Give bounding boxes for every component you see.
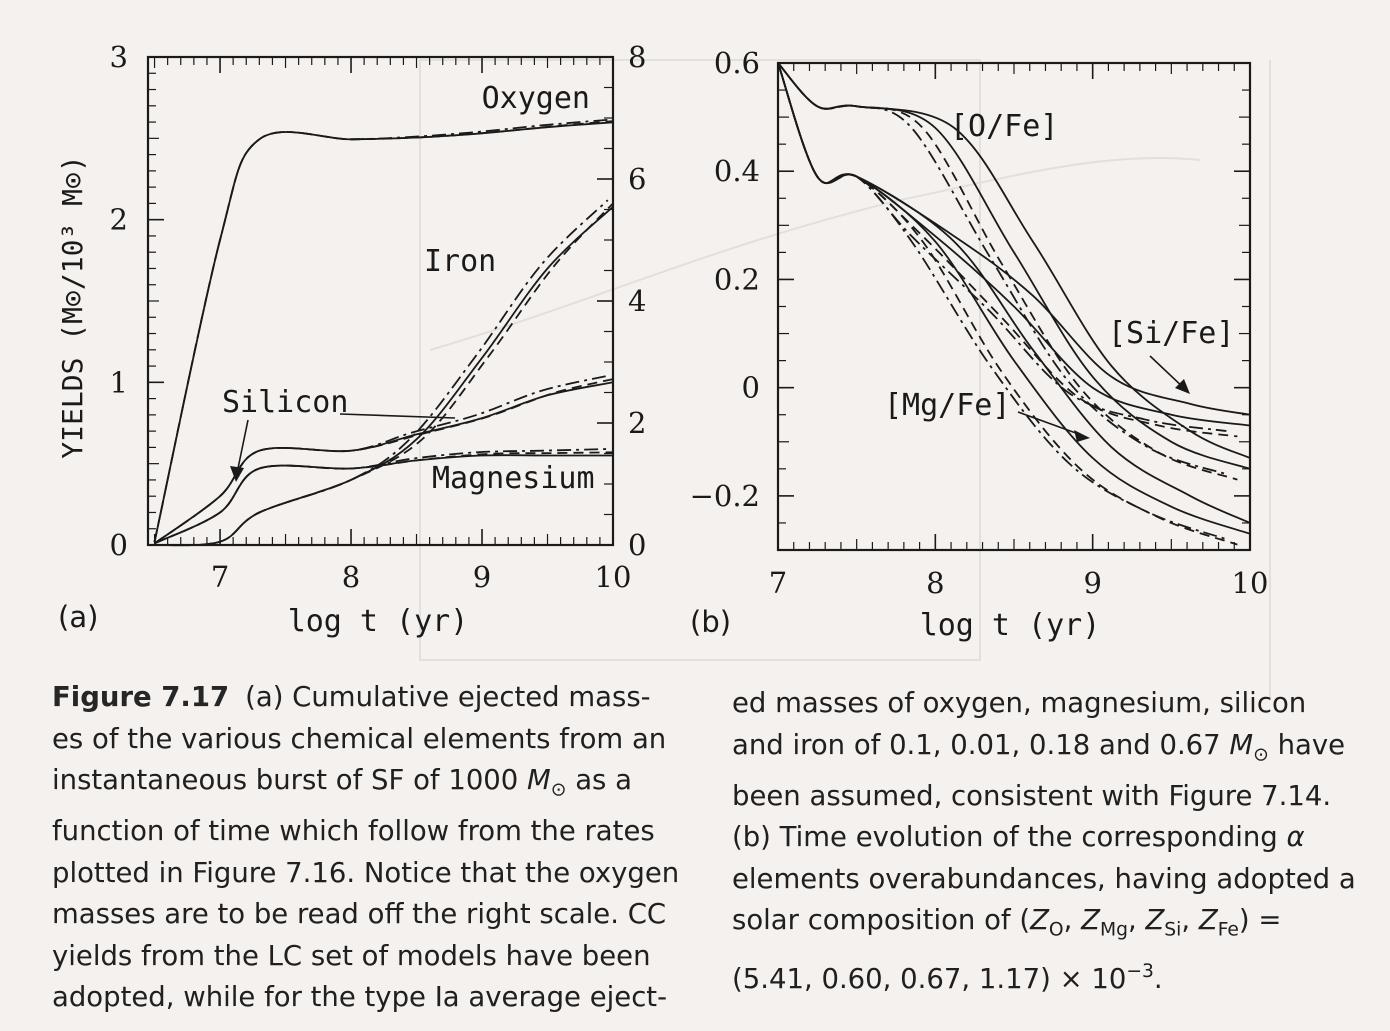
si-fe-arrowhead (1175, 379, 1190, 394)
x-tick-label: 9 (1083, 566, 1101, 600)
y-tick-label: −0.2 (690, 479, 760, 513)
y-tick-label: 0.6 (714, 46, 760, 80)
x-tick-label: 8 (926, 566, 944, 600)
label-magnesium: Magnesium (432, 461, 595, 496)
z-symbol: Z (1081, 904, 1100, 937)
series-iron-variant (154, 202, 614, 547)
caption-text-segment: ) = (5.41, 0.60, 0.67, 1.17) × 10 (732, 904, 1282, 996)
mg-fe-arrowhead (1074, 430, 1090, 442)
caption-right-text: ed masses of oxygen, magnesium, silicon … (732, 683, 1372, 1001)
z-subscript: O (1048, 919, 1064, 941)
label-mg-fe: [Mg/Fe] (884, 388, 1010, 423)
separator: , (1181, 904, 1199, 937)
series-magnesium-variant (154, 448, 608, 545)
z-symbol: Z (1198, 904, 1218, 937)
left-y-tick-label: 1 (110, 365, 128, 399)
x-tick-label: 9 (473, 560, 491, 594)
z-subscript: Si (1164, 919, 1182, 941)
caption-text-segment: as a function of time which follow from … (52, 764, 680, 1014)
y-tick-label: 0 (742, 371, 760, 405)
x-tick-label: 10 (1232, 566, 1269, 600)
series-oxygen-variant (153, 118, 608, 543)
x-axis-label: log t (yr) (920, 608, 1101, 643)
series-ofe-variant (777, 62, 1238, 481)
label-iron: Iron (424, 244, 496, 279)
left-y-tick-label: 2 (110, 203, 128, 237)
left-y-tick-label: 0 (110, 528, 128, 562)
label-oxygen: Oxygen (482, 81, 590, 116)
panel-label: (a) (58, 600, 98, 634)
z-subscript: Fe (1217, 919, 1239, 941)
caption-left-text: Figure 7.17 (a) Cumulative ejected mass- … (52, 677, 692, 1019)
right-y-tick-label: 4 (628, 284, 646, 318)
separator: , (1063, 904, 1082, 937)
silicon-pointer (339, 413, 456, 419)
caption-left-column: Figure 7.17 (a) Cumulative ejected mass- … (52, 677, 692, 1019)
alpha-symbol: α (1286, 821, 1305, 854)
series-mgfe-variant (777, 62, 1251, 524)
x-axis-label: log t (yr) (288, 604, 469, 639)
series-ofe-variant (777, 62, 1251, 459)
right-y-tick-label: 2 (628, 406, 646, 440)
panel-b: −0.2 0 0.2 0.4 0.6 7 8 9 10 log t (yr) (b) [O/Fe] [S… (690, 46, 1269, 643)
label-silicon: Silicon (222, 385, 348, 420)
y-axis-label: YIELDS (M⊙/10³ M⊙) (56, 155, 89, 458)
msun-symbol: M (527, 764, 551, 796)
caption-text-segment: ed masses of oxygen, magnesium, silicon … (732, 687, 1307, 761)
series-silicon-variant (153, 374, 608, 545)
z-symbol: Z (1030, 904, 1049, 937)
exponent: −3 (1126, 961, 1154, 983)
right-y-tick-label: 0 (628, 528, 646, 562)
silicon-arrowhead (230, 466, 244, 482)
right-y-tick-label: 6 (628, 162, 646, 196)
label-si-fe: [Si/Fe] (1108, 316, 1234, 351)
z-subscript: Mg (1099, 919, 1128, 941)
right-y-tick-label: 8 (628, 40, 646, 74)
x-tick-label: 7 (769, 566, 787, 600)
x-tick-label: 7 (211, 560, 229, 594)
series-magnesium-line (154, 454, 613, 545)
caption-text-segment: elements overabundances, having adopted … (732, 862, 1356, 937)
odot-symbol: ⊙ (550, 779, 567, 801)
x-tick-label: 10 (595, 560, 632, 594)
caption-right-column: ed masses of oxygen, magnesium, silicon … (732, 683, 1372, 1001)
figure-label: Figure 7.17 (52, 681, 230, 713)
separator: , (1127, 904, 1146, 937)
caption-text-segment: have been assumed, consistent with Figur… (732, 728, 1346, 854)
odot-symbol: ⊙ (1253, 744, 1269, 766)
y-tick-label: 0.4 (714, 154, 760, 188)
z-symbol: Z (1145, 904, 1165, 937)
caption-text-segment: (a) Cumulative ejected mass- es of the v… (52, 681, 667, 796)
x-tick-label: 8 (342, 560, 360, 594)
caption-text-segment: . (1153, 963, 1163, 996)
panel-label: (b) (690, 605, 731, 639)
mg-fe-arrow (1017, 411, 1085, 437)
label-o-fe: [O/Fe] (950, 109, 1058, 144)
y-tick-label: 0.2 (714, 262, 760, 296)
series-iron-variant (154, 199, 609, 547)
msun-symbol: M (1229, 728, 1254, 761)
left-y-tick-label: 3 (110, 40, 128, 74)
